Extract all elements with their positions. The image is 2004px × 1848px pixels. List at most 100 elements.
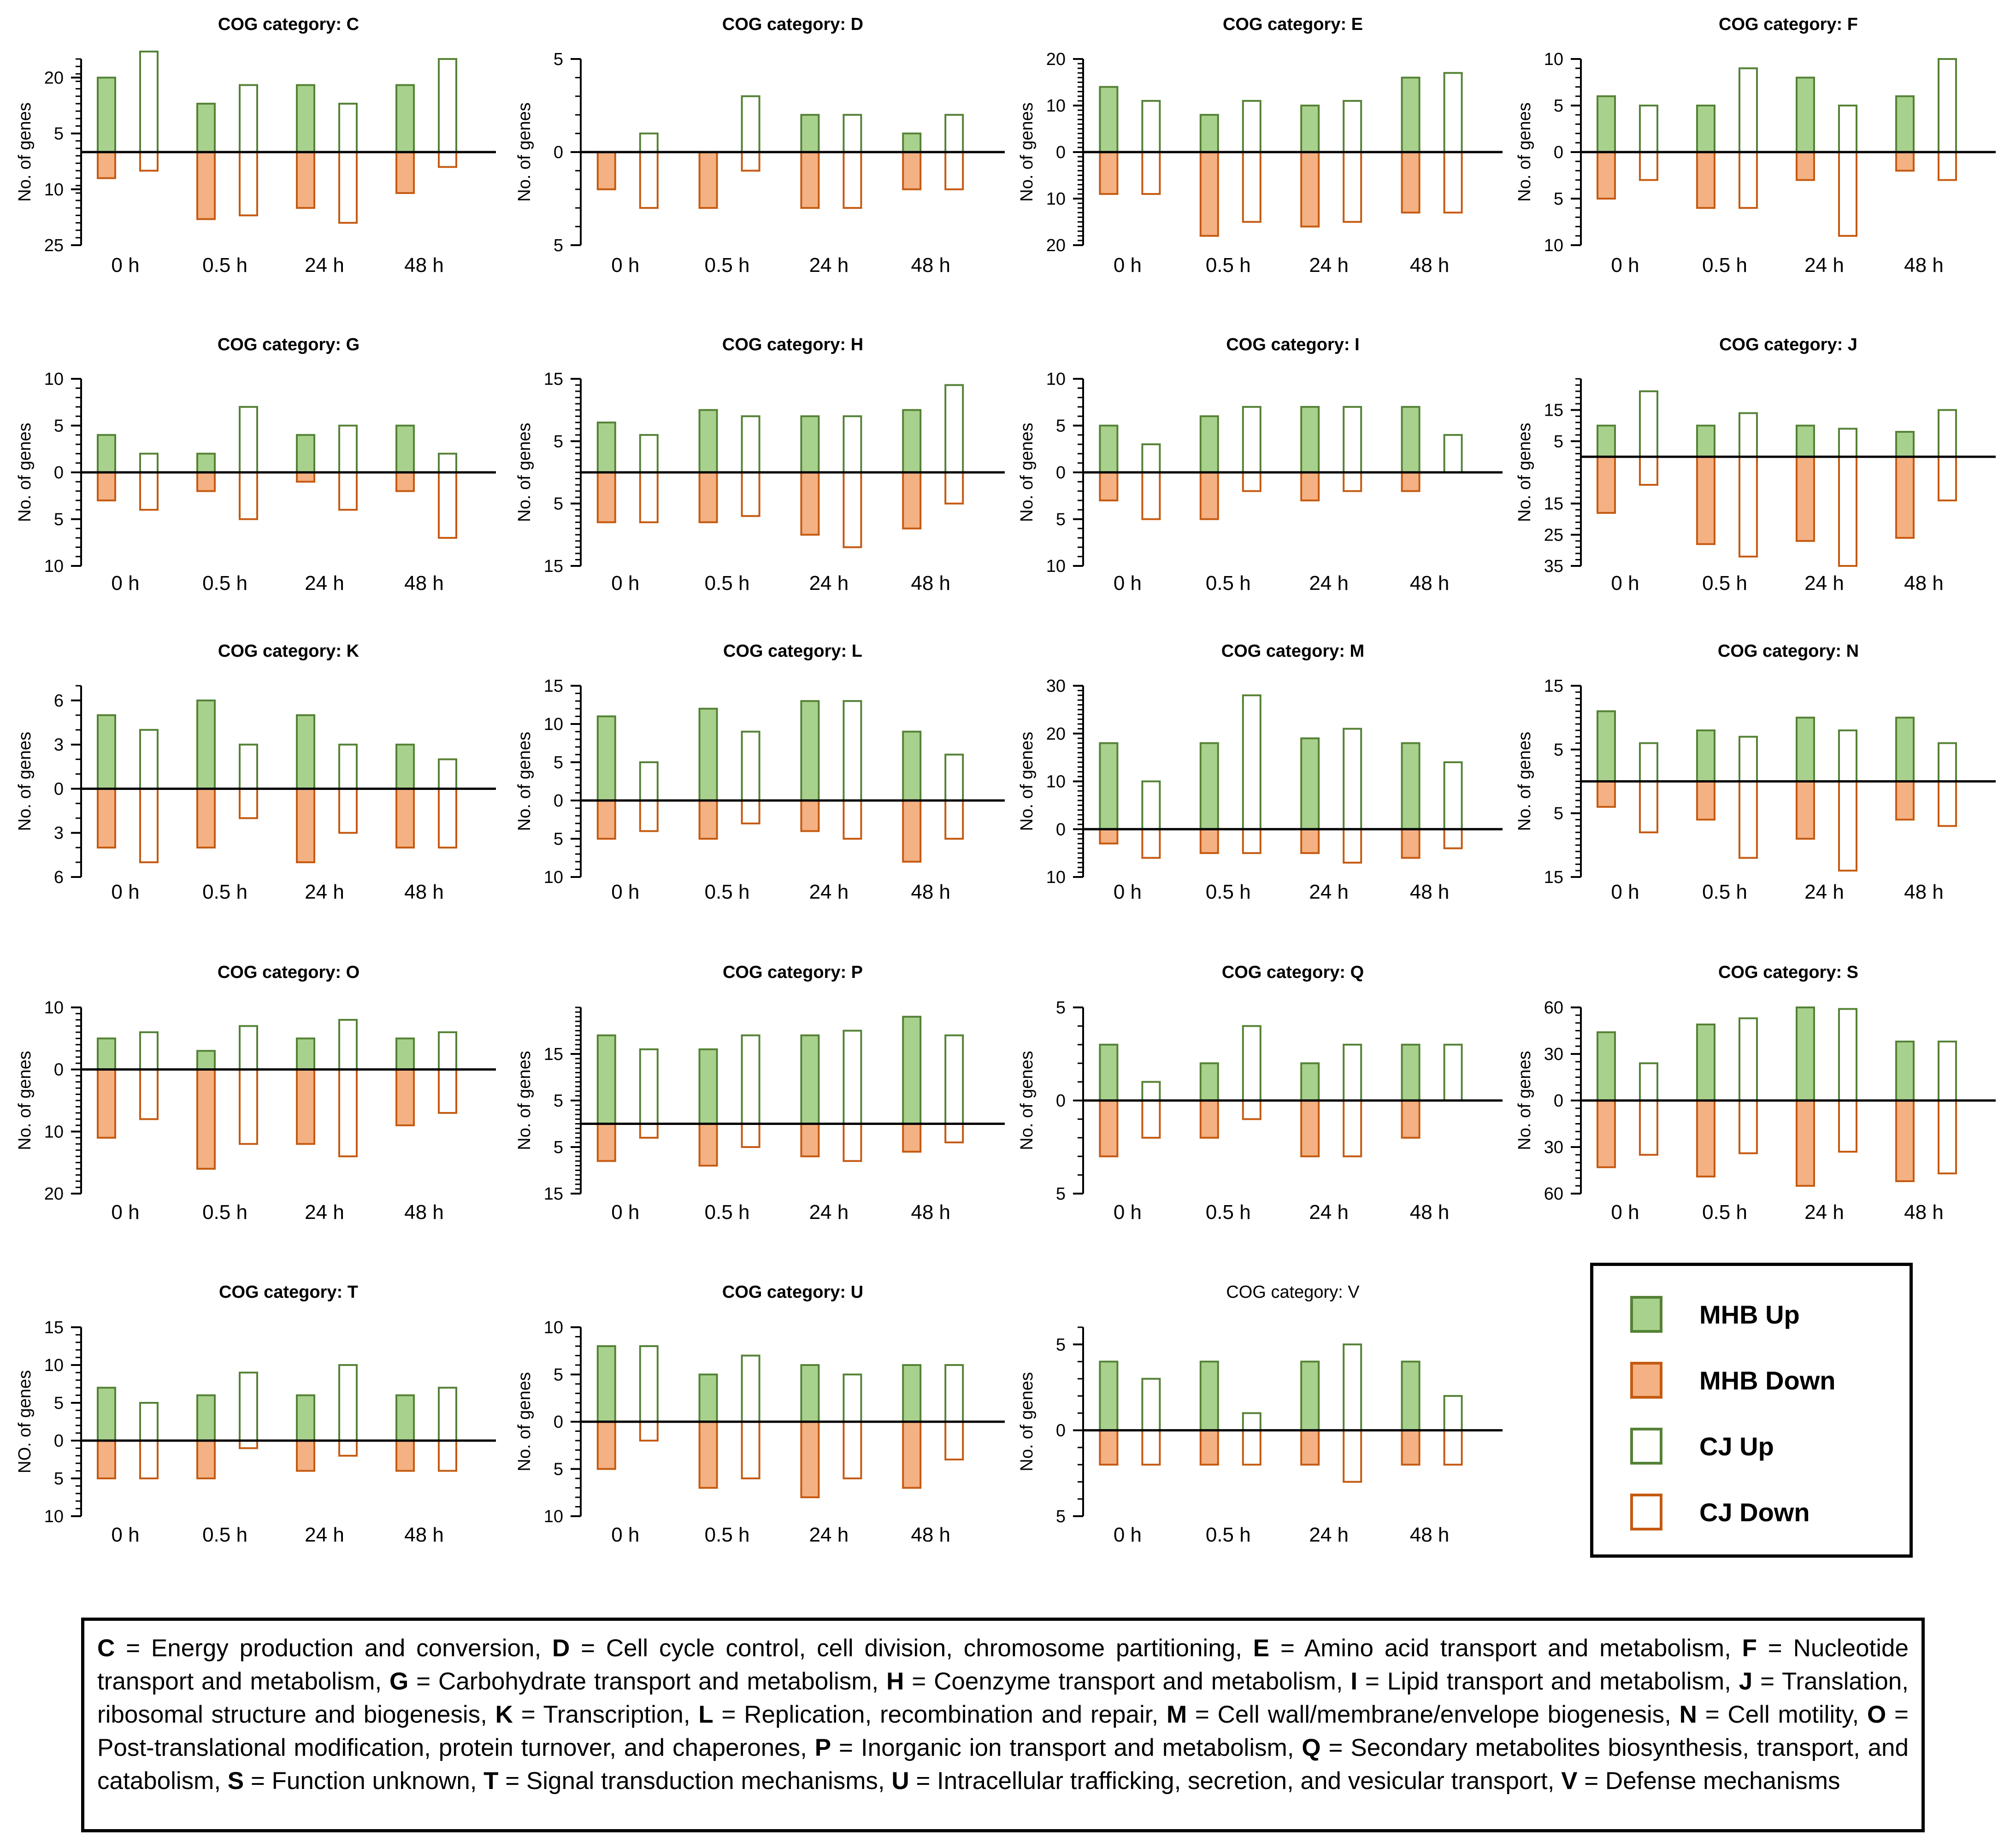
y-tick-label: 60	[1544, 1184, 1563, 1204]
y-axis-label: No. of genes	[15, 102, 35, 201]
bar-cj-down	[438, 151, 457, 168]
chart-title: COG category: D	[722, 15, 863, 34]
cog-chart: COG category: K No. of genes 0 3 6 3 6 0 h 0.5 h…	[15, 642, 496, 903]
x-tick-label: 0 h	[111, 1201, 139, 1224]
y-tick-label: 15	[44, 1318, 64, 1337]
bar-mhb-up	[1099, 424, 1119, 473]
x-tick-label: 0.5 h	[1702, 881, 1747, 903]
bar-cj-up	[139, 1402, 159, 1442]
y-tick-label: 0	[554, 143, 563, 162]
chart-title: COG category: F	[1719, 15, 1858, 34]
bar-mhb-up	[1401, 406, 1420, 474]
bar-mhb-down	[196, 1440, 216, 1479]
bar-cj-down	[1838, 780, 1857, 872]
x-tick-label: 48 h	[404, 881, 444, 903]
bar-mhb-up	[395, 424, 415, 473]
legend-label: MHB Up	[1699, 1300, 1800, 1329]
y-axis-label: No. of genes	[15, 1051, 35, 1150]
x-tick-label: 48 h	[911, 1201, 950, 1224]
bar-cj-up	[1141, 443, 1161, 473]
bar-cj-down	[1343, 1429, 1362, 1483]
y-tick-label: 10	[44, 557, 64, 576]
bar-mhb-up	[1199, 742, 1219, 830]
bar-cj-up	[438, 758, 457, 790]
bar-mhb-up	[1401, 77, 1420, 153]
legend-item-cj-up: CJ Up	[1630, 1425, 1774, 1467]
x-tick-label: 0.5 h	[1702, 1201, 1747, 1224]
y-tick-label: 5	[1056, 417, 1066, 436]
chart-title: COG category: V	[1226, 1283, 1360, 1302]
legend-item-mhb-down: MHB Down	[1630, 1360, 1836, 1401]
y-tick-label: 3	[54, 736, 64, 755]
x-tick-label: 0 h	[611, 1201, 639, 1224]
bar-mhb-down	[1895, 1100, 1915, 1183]
bar-cj-up	[438, 453, 457, 474]
x-tick-label: 48 h	[1410, 1201, 1450, 1224]
y-tick-label: 10	[44, 1356, 64, 1375]
x-tick-label: 0.5 h	[202, 1201, 248, 1224]
cog-chart: COG category: C No. of genes 5 20 10 25 0 h 0.5…	[15, 15, 496, 277]
bar-mhb-up	[196, 699, 216, 790]
legend-item-mhb-up: MHB Up	[1630, 1294, 1800, 1335]
bar-cj-down	[1141, 828, 1161, 859]
bar-mhb-down	[196, 788, 216, 849]
bar-cj-down	[741, 1421, 760, 1479]
y-tick-label: 10	[544, 868, 563, 887]
caption-category-key: I	[1350, 1668, 1358, 1695]
chart-title: COG category: M	[1221, 642, 1364, 661]
bar-mhb-down	[800, 800, 820, 832]
bar-mhb-up	[902, 730, 922, 801]
x-tick-label: 24 h	[305, 1524, 344, 1546]
bar-mhb-up	[1796, 717, 1815, 783]
bar-mhb-down	[1199, 1429, 1219, 1466]
bar-mhb-up	[97, 1387, 116, 1442]
x-tick-label: 48 h	[1904, 881, 1944, 903]
bar-mhb-down	[698, 151, 718, 209]
bar-cj-up	[639, 761, 659, 801]
y-tick-label: 5	[54, 1394, 64, 1413]
legend: MHB Up MHB Down CJ Up CJ Down	[1590, 1263, 1913, 1558]
caption-category-description: = Coenzyme transport and metabolism,	[904, 1668, 1351, 1695]
caption-category-key: N	[1679, 1701, 1697, 1728]
bar-cj-up	[1938, 58, 1957, 153]
caption-category-key: E	[1253, 1635, 1270, 1662]
x-tick-label: 0.5 h	[705, 1524, 750, 1546]
bar-cj-up	[944, 1364, 964, 1423]
bar-mhb-up	[1300, 1062, 1320, 1101]
bar-cj-down	[1141, 1429, 1161, 1466]
bar-cj-down	[239, 1068, 258, 1145]
bar-cj-up	[1739, 412, 1758, 458]
caption-category-description: = Carbohydrate transport and metabolism,	[408, 1668, 887, 1695]
charts-grid: COG category: C No. of genes 5 20 10 25 0 h 0.5…	[15, 15, 1996, 1546]
bar-cj-down	[1443, 1429, 1463, 1466]
bar-mhb-up	[800, 415, 820, 474]
y-tick-label: 5	[1554, 804, 1563, 824]
bar-cj-up	[1838, 428, 1857, 458]
bar-mhb-down	[698, 800, 718, 840]
bar-mhb-up	[1099, 742, 1119, 830]
bar-cj-up	[438, 1031, 457, 1071]
chart-title: COG category: H	[722, 335, 863, 354]
x-tick-label: 0 h	[111, 881, 139, 903]
bar-mhb-up	[698, 1373, 718, 1423]
bar-cj-up	[1639, 390, 1658, 458]
bar-cj-up	[639, 1048, 659, 1125]
bar-cj-down	[1242, 1100, 1261, 1120]
y-tick-label: 0	[54, 463, 64, 483]
y-tick-label: 10	[544, 1318, 563, 1337]
bar-cj-down	[741, 1123, 760, 1148]
y-axis-label: No. of genes	[1017, 1051, 1037, 1150]
bar-cj-up	[338, 743, 358, 790]
y-tick-label: 5	[1554, 432, 1563, 451]
bar-mhb-up	[395, 743, 415, 790]
caption-category-key: D	[552, 1635, 570, 1662]
bar-mhb-down	[296, 788, 315, 864]
bar-mhb-up	[1696, 105, 1715, 153]
bar-mhb-up	[196, 1050, 216, 1071]
legend-item-cj-down: CJ Down	[1630, 1491, 1810, 1533]
x-tick-label: 0.5 h	[202, 254, 248, 277]
bar-cj-down	[1141, 1100, 1161, 1139]
caption-category-description: = Nucleotide transport and metabolism,	[97, 1635, 1909, 1695]
caption-category-description: = Cell motility,	[1697, 1701, 1868, 1728]
bar-mhb-down	[1300, 1100, 1320, 1158]
